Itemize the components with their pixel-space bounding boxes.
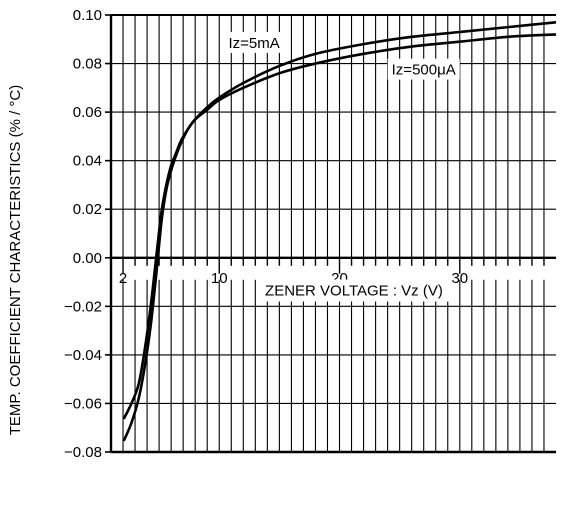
x-axis-label-box xyxy=(259,279,449,302)
x-axis-label: ZENER VOLTAGE : Vz (V) xyxy=(265,283,443,300)
y-tick-label: 0.08 xyxy=(73,56,102,73)
x-tick-label: 10 xyxy=(211,270,228,287)
y-tick-label: 0.06 xyxy=(73,104,102,121)
series-annotation: Iz=500μA xyxy=(392,62,456,79)
y-tick-label: −0.06 xyxy=(64,395,102,412)
y-tick-label: −0.04 xyxy=(64,347,102,364)
series-annotations: Iz=5mA Iz=500μA xyxy=(224,31,460,80)
series-line xyxy=(122,33,556,420)
y-tick-label: 0.00 xyxy=(73,250,102,267)
series-lines xyxy=(122,20,556,442)
axes xyxy=(105,14,556,454)
y-tick-label: −0.08 xyxy=(64,444,102,461)
grid xyxy=(111,14,556,453)
series-line xyxy=(122,20,556,442)
y-tick-label: 0.02 xyxy=(73,201,102,218)
x-tick-band xyxy=(113,259,556,280)
series-annotation: Iz=5mA xyxy=(228,35,279,52)
y-tick-label: 0.10 xyxy=(73,7,102,24)
tick-labels: 2 10 20 300.100.080.060.040.020.00−0.02−0.0… xyxy=(64,7,468,461)
y-tick-label: −0.02 xyxy=(64,298,102,315)
series-annotation-background xyxy=(224,31,284,53)
y-tick-label: 0.04 xyxy=(73,153,102,170)
y-axis-label: TEMP. COEFFICIENT CHARACTERISTICS (% / °… xyxy=(7,85,24,435)
series-annotation-background xyxy=(387,58,460,80)
x-tick-label: 2 xyxy=(119,270,127,287)
x-tick-label: 30 xyxy=(451,270,468,287)
